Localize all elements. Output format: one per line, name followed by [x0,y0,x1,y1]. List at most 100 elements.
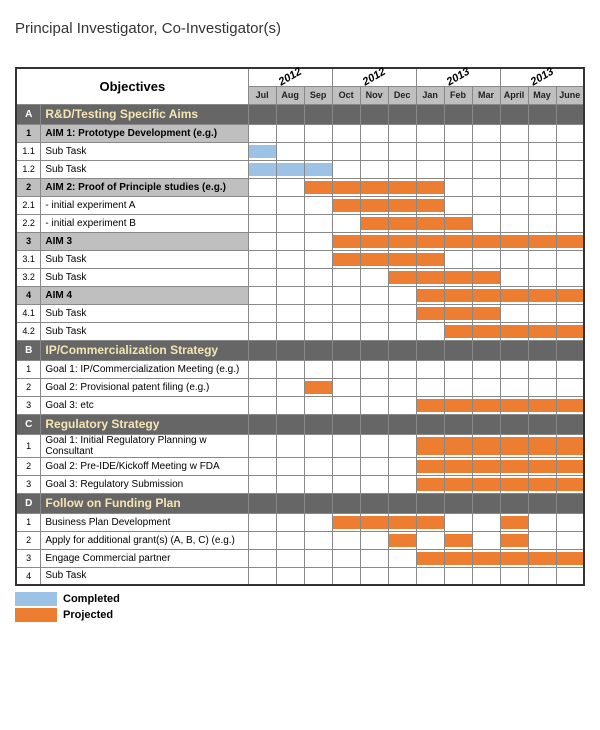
aim-row: 4AIM 4 [16,286,584,304]
row-label: Goal 2: Pre-IDE/Kickoff Meeting w FDA [41,457,248,475]
timeline-cell [556,549,584,567]
gantt-bar [445,307,472,320]
timeline-cell [444,196,472,214]
timeline-cell [556,286,584,304]
timeline-cell [444,214,472,232]
timeline-cell [472,178,500,196]
timeline-cell [444,286,472,304]
timeline-cell [388,160,416,178]
row-label: AIM 3 [41,232,248,250]
timeline-cell [304,396,332,414]
timeline-cell [444,549,472,567]
timeline-cell [556,250,584,268]
gantt-bar [417,460,444,473]
timeline-cell [416,160,444,178]
row-label: Sub Task [41,142,248,160]
timeline-cell [248,378,276,396]
timeline-cell [248,457,276,475]
timeline-cell [304,178,332,196]
timeline-cell [528,513,556,531]
timeline-cell [528,549,556,567]
gantt-bar [445,552,472,565]
timeline-cell [500,104,528,124]
month-cell: April [500,86,528,104]
gantt-bar [417,399,444,412]
timeline-cell [416,567,444,585]
timeline-cell [248,268,276,286]
timeline-cell [388,196,416,214]
row-label: R&D/Testing Specific Aims [41,104,248,124]
timeline-cell [276,567,304,585]
timeline-cell [388,104,416,124]
timeline-cell [276,286,304,304]
timeline-cell [416,414,444,434]
month-cell: Aug [276,86,304,104]
gantt-bar [389,534,416,547]
timeline-cell [304,286,332,304]
timeline-cell [472,304,500,322]
row-id: 1.2 [16,160,41,178]
timeline-cell [388,214,416,232]
timeline-cell [360,396,388,414]
timeline-cell [472,414,500,434]
timeline-cell [444,513,472,531]
timeline-cell [416,104,444,124]
gantt-bar [501,399,528,412]
gantt-bar [445,271,472,284]
timeline-cell [248,104,276,124]
timeline-cell [528,196,556,214]
timeline-cell [472,250,500,268]
gantt-bar [361,235,388,248]
gantt-bar [417,217,444,230]
timeline-cell [248,567,276,585]
gantt-bar [501,437,528,455]
row-id: 4.1 [16,304,41,322]
timeline-cell [556,396,584,414]
timeline-cell [416,531,444,549]
row-id: A [16,104,41,124]
timeline-cell [556,142,584,160]
gantt-bar [529,289,556,302]
timeline-cell [472,322,500,340]
timeline-cell [360,360,388,378]
month-cell: Jul [248,86,276,104]
timeline-cell [248,549,276,567]
timeline-cell [556,457,584,475]
timeline-cell [248,214,276,232]
timeline-cell [304,360,332,378]
gantt-bar [389,181,416,194]
gantt-bar [417,235,444,248]
task-row: 3Engage Commercial partner [16,549,584,567]
gantt-bar [305,163,332,176]
timeline-cell [556,232,584,250]
timeline-cell [528,214,556,232]
gantt-bar [445,217,472,230]
timeline-cell [388,531,416,549]
gantt-bar [473,307,500,320]
timeline-cell [388,232,416,250]
timeline-cell [472,475,500,493]
task-row: 4.1Sub Task [16,304,584,322]
gantt-body: AR&D/Testing Specific Aims1AIM 1: Protot… [16,104,584,585]
timeline-cell [444,160,472,178]
timeline-cell [360,178,388,196]
timeline-cell [500,493,528,513]
gantt-bar [361,199,388,212]
timeline-cell [500,340,528,360]
gantt-bar [529,552,556,565]
timeline-cell [500,196,528,214]
timeline-cell [304,513,332,531]
row-label: Regulatory Strategy [41,414,248,434]
gantt-bar [389,253,416,266]
gantt-bar [529,325,556,338]
gantt-bar [529,235,556,248]
row-label: Sub Task [41,268,248,286]
timeline-cell [500,531,528,549]
timeline-cell [360,304,388,322]
gantt-bar [417,181,444,194]
row-id: 2 [16,457,41,475]
gantt-chart: Objectives 2012 2012 2013 2013 JulAugSep… [15,67,585,586]
year-2: 2013 [416,68,500,86]
timeline-cell [444,340,472,360]
timeline-cell [388,178,416,196]
